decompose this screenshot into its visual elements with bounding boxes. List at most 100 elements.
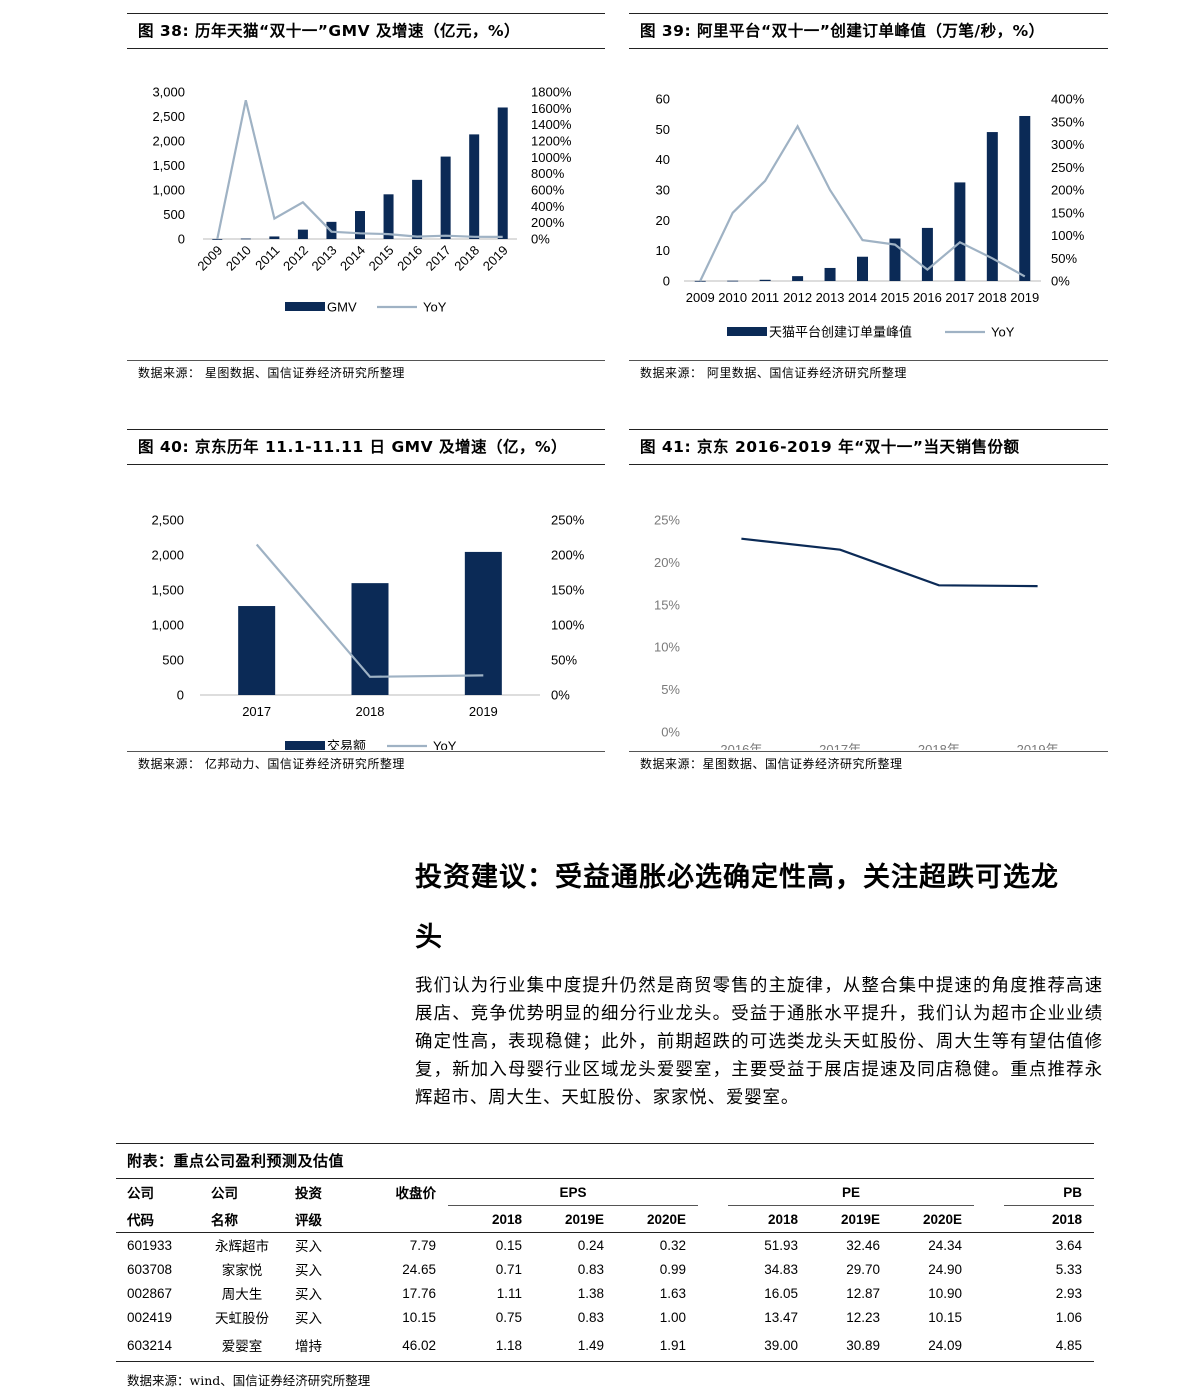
cell-eps-2018: 0.71 — [495, 1261, 522, 1277]
left-axis-tick-label: 10 — [656, 243, 670, 258]
header-pe: PE — [728, 1179, 974, 1206]
cell-pb-2018: 5.33 — [1055, 1261, 1082, 1277]
valuation-table-block: 附表：重点公司盈利预测及估值 公司 公司 投资 收盘价 EPS PE PB 代码… — [116, 1143, 1094, 1389]
left-axis-tick-label: 20 — [656, 213, 670, 228]
figure-41-title: 图 41: 京东 2016-2019 年“双十一”当天销售份额 — [629, 429, 1108, 465]
bar — [792, 276, 804, 281]
y-axis-tick-label: 5% — [661, 682, 680, 697]
y-axis-tick-label: 10% — [654, 640, 680, 655]
cell-pe-2019e: 12.87 — [846, 1285, 880, 1301]
bar — [355, 211, 365, 239]
right-axis-tick-label: 1000% — [531, 150, 572, 165]
cell-pe-2018: 16.05 — [764, 1285, 798, 1301]
x-axis-tick-label: 2010 — [718, 290, 747, 305]
legend-bar-label: GMV — [327, 300, 357, 315]
figure-40: 图 40: 京东历年 11.1-11.11 日 GMV 及增速（亿，%） 2,5… — [127, 429, 605, 774]
x-axis-tick-label: 2018 — [451, 243, 482, 274]
cell-pe-2018: 13.47 — [764, 1309, 798, 1325]
x-axis-tick-label: 2014 — [848, 290, 877, 305]
legend-line-label: YoY — [423, 300, 447, 315]
table-header-row-1: 公司 公司 投资 收盘价 EPS PE PB — [116, 1179, 1094, 1206]
cell-eps-2019e: 0.83 — [577, 1309, 604, 1325]
right-axis-tick-label: 50% — [551, 653, 577, 668]
figure-38-title: 图 38: 历年天猫“双十一”GMV 及增速（亿元，%） — [127, 13, 605, 49]
cell-rating: 买入 — [295, 1287, 322, 1303]
legend-line-label: YoY — [433, 739, 457, 751]
bar — [469, 134, 480, 239]
cell-pb-2018: 2.93 — [1055, 1285, 1082, 1301]
cell-name: 永辉超市 — [215, 1239, 269, 1255]
cell-name: 天虹股份 — [215, 1311, 269, 1327]
x-axis-tick-label: 2017 — [242, 704, 271, 719]
left-axis-tick-label: 2,500 — [151, 513, 184, 528]
figure-38: 图 38: 历年天猫“双十一”GMV 及增速（亿元，%） 3,000 2,500 2… — [127, 13, 605, 383]
header-eps-2018: 2018 — [491, 1211, 522, 1227]
cell-eps-2018: 1.11 — [496, 1285, 522, 1301]
cell-eps-2020e: 0.32 — [659, 1237, 686, 1253]
right-axis-tick-label: 200% — [531, 215, 565, 230]
bar — [954, 182, 966, 281]
x-axis-tick-label: 2010 — [223, 243, 254, 274]
left-axis-tick-label: 500 — [162, 653, 184, 668]
x-axis-tick-label: 2013 — [816, 290, 845, 305]
table-row: 002419 天虹股份 买入 10.15 0.75 0.83 1.00 13.47 12.23 1… — [116, 1305, 1094, 1329]
cell-pe-2019e: 32.46 — [846, 1237, 880, 1253]
left-axis-tick-label: 0 — [663, 274, 670, 289]
section-heading-line2: 头 — [415, 922, 443, 953]
left-axis-tick-label: 60 — [656, 92, 670, 107]
cell-rating: 买入 — [295, 1239, 322, 1255]
left-axis-tick-label: 40 — [656, 152, 670, 167]
cell-price: 7.79 — [409, 1237, 436, 1253]
bar — [857, 256, 868, 281]
cell-pe-2020e: 24.09 — [928, 1337, 962, 1353]
figure-41: 图 41: 京东 2016-2019 年“双十一”当天销售份额 25% 20% 15… — [629, 429, 1108, 774]
right-axis-tick-label: 350% — [1051, 114, 1085, 129]
share-line — [741, 537, 1038, 588]
figure-40-title: 图 40: 京东历年 11.1-11.11 日 GMV 及增速（亿，%） — [127, 429, 605, 465]
x-axis-tick-label: 2017 — [423, 243, 454, 274]
left-axis-tick-label: 0 — [178, 232, 185, 247]
header-eps: EPS — [448, 1179, 698, 1206]
y-axis-tick-label: 25% — [654, 513, 680, 528]
x-axis-tick-label: 2018年 — [918, 742, 960, 750]
right-axis-tick-label: 250% — [551, 513, 585, 528]
bar — [212, 238, 223, 240]
header-code: 公司 — [127, 1186, 154, 1203]
yoy-line — [255, 543, 484, 678]
left-axis-tick-label: 0 — [177, 688, 184, 703]
right-axis-tick-label: 250% — [1051, 160, 1085, 175]
cell-rating: 买入 — [295, 1263, 322, 1279]
legend-bar-label: 天猫平台创建订单量峰值 — [769, 325, 912, 340]
cell-name: 爱婴室 — [221, 1339, 263, 1355]
header-pe-2020e: 2020E — [922, 1211, 962, 1227]
x-axis-tick-label: 2009 — [194, 243, 225, 274]
cell-code: 002419 — [127, 1309, 173, 1325]
right-axis-tick-label: 200% — [1051, 183, 1085, 198]
legend-bar-swatch — [727, 327, 767, 336]
cell-pe-2020e: 24.34 — [928, 1237, 962, 1253]
right-axis-tick-label: 50% — [1051, 251, 1077, 266]
bar — [383, 194, 394, 239]
left-axis-tick-label: 1,000 — [152, 183, 185, 198]
cell-rating: 买入 — [295, 1311, 322, 1327]
x-axis-tick-label: 2013 — [309, 243, 340, 274]
x-axis-tick-label: 2017年 — [819, 742, 861, 750]
right-axis-tick-label: 300% — [1051, 137, 1085, 152]
right-axis-tick-label: 0% — [1051, 274, 1070, 289]
valuation-table: 公司 公司 投资 收盘价 EPS PE PB 代码 名称 评级 2018 201… — [116, 1179, 1094, 1362]
right-axis-tick-label: 1200% — [531, 134, 572, 149]
cell-price: 46.02 — [402, 1337, 436, 1353]
left-axis-tick-label: 3,000 — [152, 85, 185, 100]
cell-pe-2018: 34.83 — [764, 1261, 798, 1277]
cell-eps-2020e: 1.00 — [659, 1309, 686, 1325]
yoy-line — [699, 124, 1026, 282]
y-axis-tick-label: 20% — [654, 555, 680, 570]
header-price: 收盘价 — [395, 1186, 437, 1203]
right-axis-tick-label: 1600% — [531, 101, 572, 116]
cell-pb-2018: 4.85 — [1055, 1337, 1082, 1353]
x-axis-tick-label: 2015 — [366, 243, 397, 274]
cell-code: 603214 — [127, 1337, 173, 1353]
x-axis-tick-label: 2011 — [252, 243, 282, 273]
left-axis-tick-label: 2,000 — [151, 548, 184, 563]
cell-name: 家家悦 — [221, 1263, 263, 1279]
